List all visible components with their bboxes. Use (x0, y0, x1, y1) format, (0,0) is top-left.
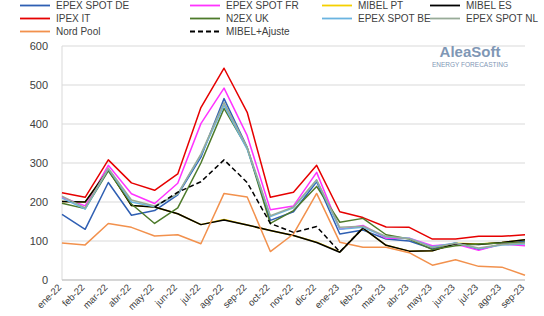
x-tick-label: sep-22 (220, 282, 248, 310)
x-tick-label: may-23 (404, 282, 434, 312)
series-line (62, 103, 525, 248)
legend-swatch (20, 18, 50, 20)
series-line (62, 108, 525, 249)
legend-swatch (20, 31, 50, 33)
series-line (62, 193, 525, 275)
legend-swatch (322, 18, 352, 20)
x-axis (62, 280, 525, 281)
y-tick-label: 0 (42, 274, 48, 286)
series-line (62, 68, 525, 239)
x-tick-label: sep-23 (498, 282, 526, 310)
x-tick-label: ago-23 (475, 282, 504, 311)
legend-swatch (322, 5, 352, 7)
logo-subtext: ENERGY FORECASTING (432, 61, 508, 68)
legend-label: EPEX SPOT FR (226, 0, 299, 11)
legend-label: MIBEL ES (466, 0, 512, 11)
y-axis (62, 46, 63, 280)
legend-label: MIBEL PT (358, 0, 403, 11)
grid-line (62, 163, 525, 164)
grid-line (62, 280, 525, 281)
y-tick-label: 400 (30, 118, 48, 130)
legend-label: N2EX UK (226, 13, 269, 24)
x-tick-label: mar-23 (358, 282, 387, 311)
x-tick-label: nov-22 (267, 282, 295, 310)
grid-line (62, 85, 525, 86)
series-line (62, 88, 525, 250)
legend-label: EPEX SPOT BE (358, 13, 431, 24)
y-tick-label: 300 (30, 157, 48, 169)
plot-area (62, 68, 525, 275)
series-line (155, 160, 363, 252)
chart: 0100200300400500600ene-22feb-22mar-22abr… (0, 0, 544, 316)
legend-swatch (190, 18, 220, 20)
legend-swatch (430, 5, 460, 7)
y-tick-label: 500 (30, 79, 48, 91)
x-tick-label: ene-22 (35, 282, 64, 311)
x-tick-label: ene-23 (313, 282, 342, 311)
legend-swatch (190, 31, 220, 33)
legend-label: EPEX SPOT NL (466, 13, 539, 24)
x-tick-label: ago-22 (197, 282, 226, 311)
y-tick-label: 200 (30, 196, 48, 208)
x-tick-label: jun-22 (152, 282, 179, 309)
legend-swatch (190, 5, 220, 7)
legend-label: EPEX SPOT DE (56, 0, 130, 11)
legend-swatch (20, 5, 50, 7)
legend-swatch (430, 18, 460, 20)
y-tick-label: 600 (30, 40, 48, 52)
legend-label: Nord Pool (56, 26, 100, 37)
x-tick-label: mar-22 (81, 282, 110, 311)
logo-text: AleaSoft (440, 43, 501, 60)
grid-line (62, 241, 525, 242)
legend-label: IPEX IT (56, 13, 90, 24)
y-tick-label: 100 (30, 235, 48, 247)
x-tick-label: jun-23 (430, 282, 457, 309)
legend-label: MIBEL+Ajuste (226, 26, 290, 37)
grid-line (62, 124, 525, 125)
x-tick-label: may-22 (126, 282, 156, 312)
